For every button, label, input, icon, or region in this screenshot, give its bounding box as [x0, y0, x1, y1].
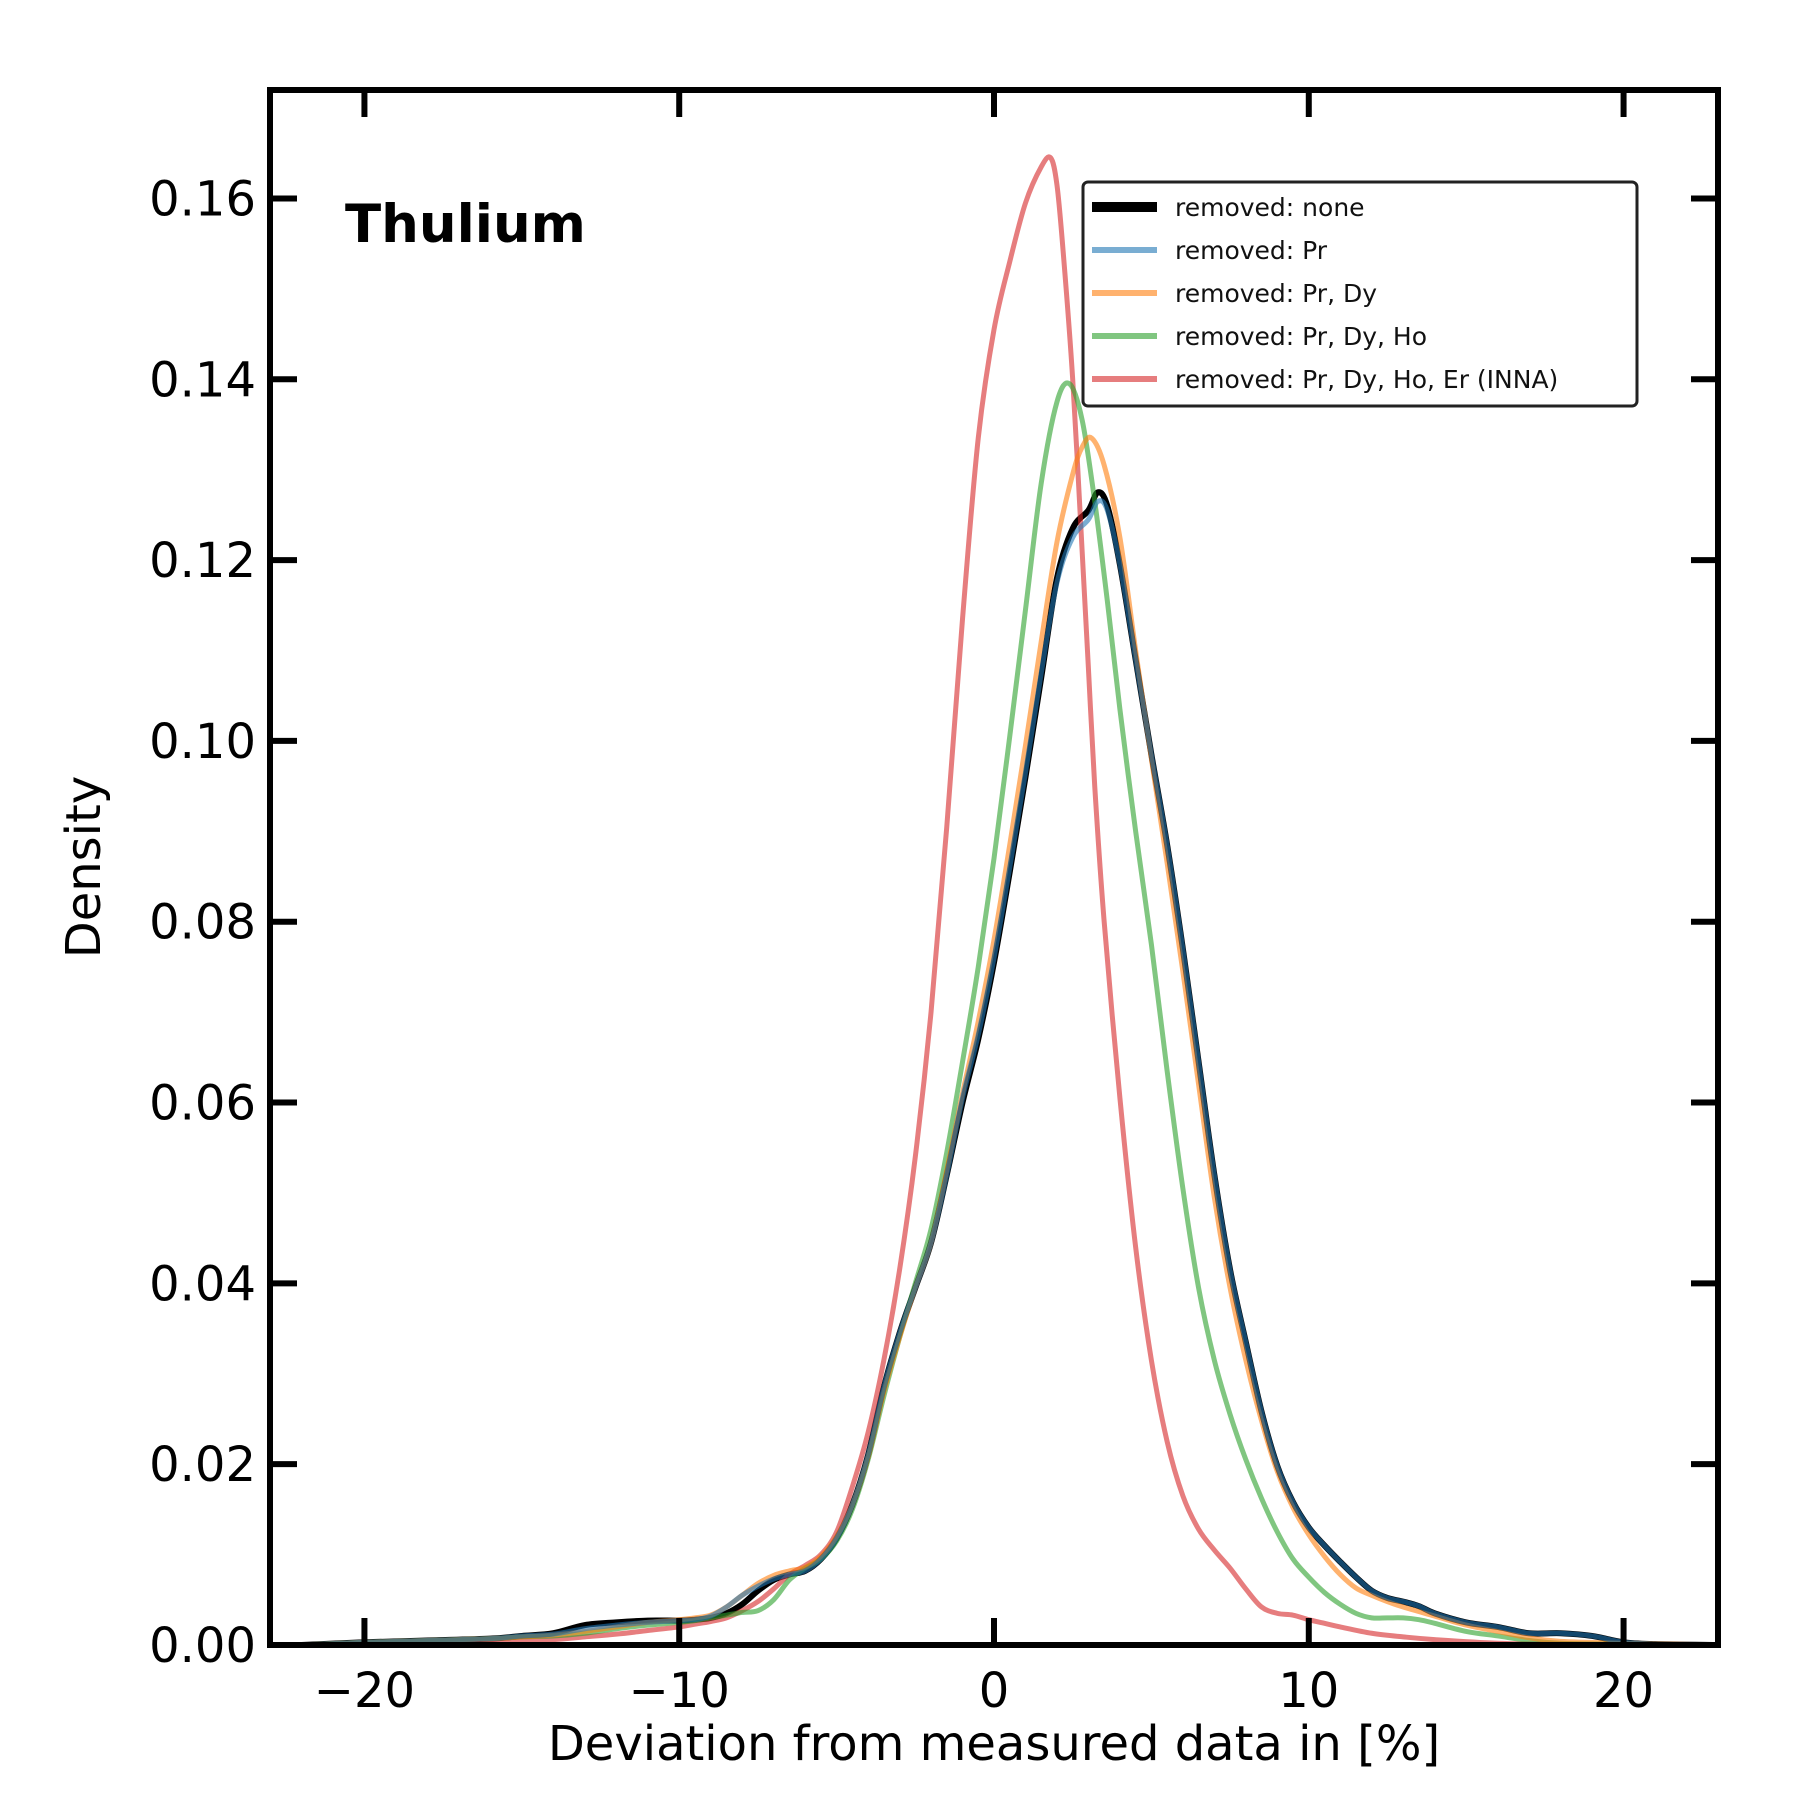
x-tick-label: 10	[1278, 1663, 1339, 1719]
y-tick-label: 0.10	[149, 714, 256, 770]
legend-label: removed: none	[1175, 193, 1365, 222]
y-tick-label: 0.12	[149, 533, 256, 589]
y-tick-label: 0.00	[149, 1618, 256, 1674]
legend-box	[1081, 180, 1639, 408]
ticks-group: −20 −10 0 10 20 0.00 0.02 0.04 0.06 0.08 0.10 0.12 0…	[149, 90, 1718, 1719]
y-axis-label: Density	[56, 776, 112, 958]
y-tick-label: 0.06	[149, 1076, 256, 1132]
chart-title: Thulium	[345, 194, 586, 255]
x-tick-label: 0	[979, 1663, 1010, 1719]
y-tick-label: 0.08	[149, 895, 256, 951]
y-tick-label: 0.16	[149, 171, 256, 227]
legend-label: removed: Pr, Dy	[1175, 279, 1377, 308]
series-line-0	[298, 489, 1721, 1648]
x-axis-label: Deviation from measured data in [%]	[548, 1716, 1440, 1772]
series-line-2	[298, 434, 1721, 1648]
legend-label: removed: Pr, Dy, Ho	[1175, 322, 1427, 351]
series-line-3	[298, 380, 1721, 1648]
series-group	[298, 154, 1721, 1648]
plot-frame	[267, 87, 1721, 1648]
legend-label: removed: Pr	[1175, 236, 1328, 265]
series-line-1	[298, 498, 1721, 1648]
x-tick-label: 20	[1593, 1663, 1654, 1719]
legend-label: removed: Pr, Dy, Ho, Er (INNA)	[1175, 365, 1558, 394]
y-tick-label: 0.04	[149, 1256, 256, 1312]
y-tick-label: 0.02	[149, 1437, 256, 1493]
legend: removed: none removed: Pr removed: Pr, Dy r…	[1081, 180, 1639, 408]
y-tick-label: 0.14	[149, 352, 256, 408]
x-tick-label: −10	[629, 1663, 730, 1719]
x-tick-label: −20	[314, 1663, 415, 1719]
